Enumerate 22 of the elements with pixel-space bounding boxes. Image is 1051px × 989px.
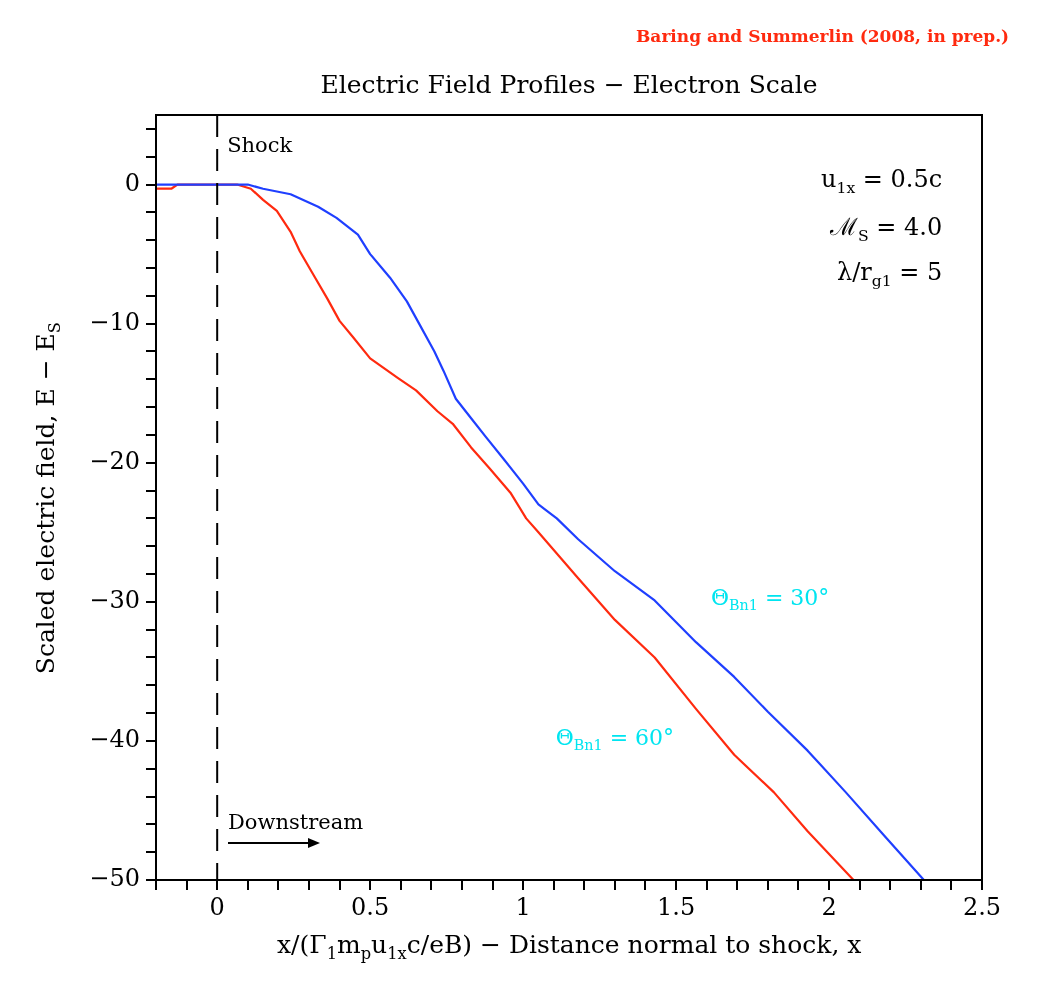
y-tick-label: −50 [89,864,140,893]
y-tick-label: −10 [89,307,140,336]
annotation: λ/r$_{g1}$ = 5 [837,258,943,290]
x-tick-label: 2 [821,892,837,921]
x-tick-label: 2.5 [962,892,1002,921]
y-tick-label: −40 [89,725,140,754]
annotation: ℳ$_{S}$ = 4.0 [830,213,943,245]
y-tick-label: 0 [124,168,140,197]
y-tick-label: −30 [89,586,140,615]
ref-line-label: Shock [227,133,293,157]
series-label: Θ$_{Bn1}$ = 30° [711,585,830,614]
text: Baring and Summerlin (2008, in prep.) [636,26,1010,46]
annotation: u$_{1x}$ = 0.5c [821,165,943,197]
x-axis-title: x/(Γ$_{1}$m$_{p}$u$_{1x}$c/eB) − Distance normal to shock, x [277,930,862,963]
x-tick-label: 1.5 [656,892,696,921]
x-tick-label: 0.5 [351,892,390,921]
y-tick-label: −20 [89,446,140,475]
chart-title: Electric Field Profiles − Electron Scale [320,70,818,99]
x-tick-label: 1 [515,892,531,921]
x-tick-label: 0 [209,892,225,921]
annotation: Downstream [228,810,364,834]
series-label: Θ$_{Bn1}$ = 60° [555,725,675,754]
